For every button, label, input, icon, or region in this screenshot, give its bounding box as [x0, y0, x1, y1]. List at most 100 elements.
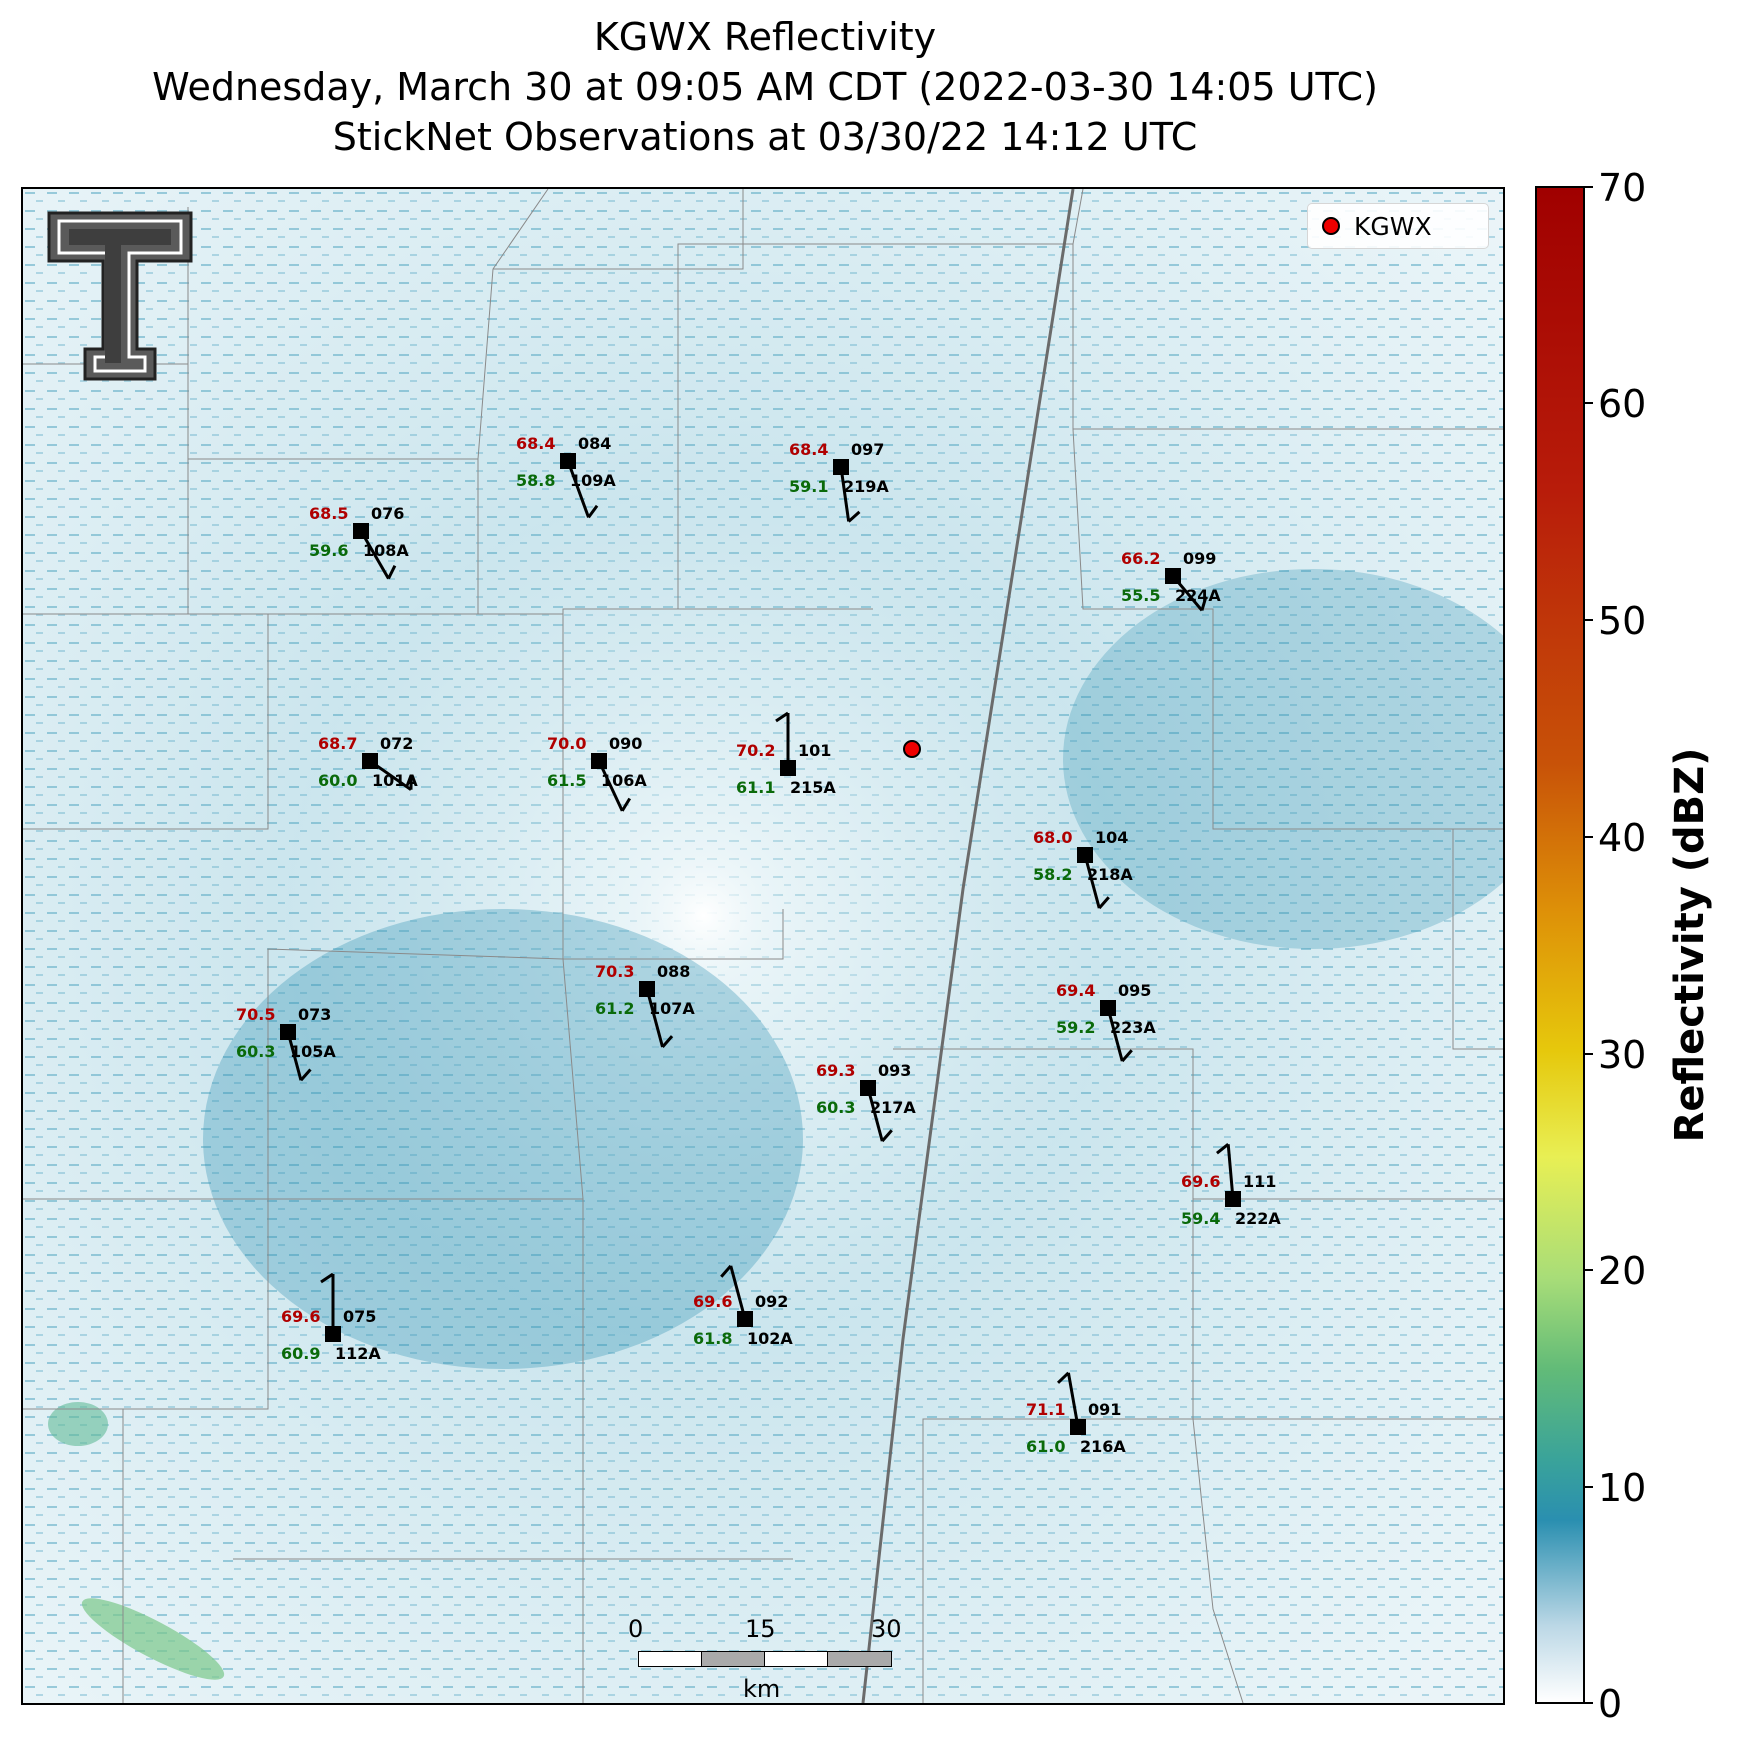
wind-barb-flag	[620, 797, 632, 812]
radar-site-marker	[903, 740, 921, 758]
station-id: 090	[609, 734, 642, 753]
station-plot: 69.6 111 59.4 222A	[1181, 1143, 1281, 1228]
wind-barb-flag	[387, 565, 397, 580]
station-dewpoint: 60.9	[281, 1344, 320, 1363]
station-plot: 68.0 104 58.2 218A	[1033, 828, 1133, 910]
station-id: 099	[1183, 549, 1216, 568]
wind-barb-staff	[839, 466, 851, 522]
map-canvas: 68.4 084 58.8 109A 68.4 097 59.1 219A 68.5 076 59.…	[23, 189, 1503, 1703]
station-marker	[737, 1311, 753, 1327]
station-plot: 69.6 092 61.8 102A	[693, 1264, 793, 1348]
station-probe: 106A	[601, 771, 647, 790]
station-probe: 223A	[1110, 1018, 1156, 1037]
station-temperature: 70.5	[236, 1005, 275, 1024]
station-id: 088	[657, 962, 690, 981]
station-temperature: 68.5	[309, 504, 348, 523]
station-probe: 107A	[649, 999, 695, 1018]
colorbar-label-40: 40	[1598, 816, 1647, 860]
station-id: 104	[1095, 828, 1128, 847]
scale-tick-15: 15	[745, 1615, 776, 1643]
colorbar-tick	[1585, 1702, 1593, 1704]
colorbar-tick	[1585, 1053, 1593, 1055]
station-id: 076	[371, 504, 404, 523]
colorbar-label-60: 60	[1598, 382, 1647, 426]
colorbar-tick	[1585, 186, 1593, 188]
wind-barb-staff	[729, 1265, 747, 1320]
station-temperature: 69.6	[281, 1307, 320, 1326]
station-temperature: 69.6	[1181, 1172, 1220, 1191]
wind-barb-flag	[847, 510, 861, 523]
station-probe: 219A	[843, 477, 889, 496]
stations-layer: 68.4 084 58.8 109A 68.4 097 59.1 219A 68.5 076 59.…	[236, 434, 1281, 1456]
station-plot: 68.5 076 59.6 108A	[309, 504, 409, 580]
interstate-highway	[861, 189, 1075, 1703]
station-id: 091	[1088, 1400, 1121, 1419]
legend-label: KGWX	[1354, 211, 1432, 241]
station-temperature: 68.4	[789, 440, 828, 459]
station-id: 093	[878, 1061, 911, 1080]
map-legend: KGWX	[1307, 203, 1489, 249]
station-plot: 68.4 084 58.8 109A	[516, 434, 616, 519]
station-marker	[1165, 568, 1181, 584]
station-plot: 70.3 088 61.2 107A	[595, 962, 695, 1048]
station-probe: 101A	[372, 771, 418, 790]
station-temperature: 70.2	[736, 741, 775, 760]
reflectivity-echo-sw	[81, 1598, 225, 1680]
wind-barb-flag	[1216, 1143, 1230, 1155]
station-plot: 70.0 090 61.5 106A	[547, 734, 647, 812]
scale-tick-0: 0	[628, 1615, 644, 1643]
station-temperature: 68.0	[1033, 828, 1072, 847]
wind-barb-flag	[299, 1068, 312, 1082]
wind-barb-staff	[597, 760, 624, 812]
station-probe: 105A	[290, 1042, 336, 1061]
station-plot: 66.2 099 55.5 224A	[1121, 549, 1221, 612]
station-plot: 68.4 097 59.1 219A	[789, 440, 889, 523]
wind-barb-flag	[661, 1035, 674, 1048]
wind-barb-flag	[1098, 896, 1110, 910]
station-plot: 69.4 095 59.2 223A	[1056, 981, 1156, 1063]
wind-barb-flag	[320, 1272, 334, 1284]
title-line-1: KGWX Reflectivity	[593, 15, 937, 59]
station-temperature: 69.3	[816, 1061, 855, 1080]
station-dewpoint: 59.2	[1056, 1018, 1095, 1037]
station-marker	[362, 753, 378, 769]
station-dewpoint: 61.0	[1026, 1437, 1065, 1456]
legend-marker	[1322, 217, 1340, 235]
wind-barb-flag	[1056, 1371, 1070, 1384]
station-probe: 224A	[1175, 586, 1221, 605]
station-probe: 215A	[790, 778, 836, 797]
station-dewpoint: 61.5	[547, 771, 586, 790]
station-plot: 70.2 101 61.1 215A	[736, 711, 836, 797]
station-dewpoint: 58.8	[516, 471, 555, 490]
station-temperature: 68.4	[516, 434, 555, 453]
station-marker	[560, 453, 576, 469]
title-line-2: Wednesday, March 30 at 09:05 AM CDT (202…	[152, 65, 1378, 109]
colorbar-title: Reflectivity (dBZ)	[1667, 747, 1713, 1143]
station-marker	[1070, 1419, 1086, 1435]
wind-barb-staff	[1083, 854, 1101, 909]
station-temperature: 69.4	[1056, 981, 1095, 1000]
scale-tick-30: 30	[871, 1615, 902, 1643]
station-marker	[1077, 847, 1093, 863]
colorbar-label-70: 70	[1598, 166, 1647, 210]
reflectivity-wash	[23, 189, 1503, 1703]
station-id: 111	[1243, 1172, 1276, 1191]
station-marker	[325, 1326, 341, 1342]
station-dewpoint: 61.8	[693, 1329, 732, 1348]
station-probe: 102A	[747, 1329, 793, 1348]
wind-barb-staff	[645, 988, 664, 1048]
station-plot: 69.3 093 60.3 217A	[816, 1061, 916, 1143]
reflectivity-echo-sw2	[48, 1402, 108, 1446]
wind-barb-flag	[881, 1129, 893, 1143]
station-dewpoint: 61.1	[736, 778, 775, 797]
station-marker	[639, 981, 655, 997]
scale-bar	[638, 1651, 892, 1671]
wind-barb-staff	[1066, 1372, 1080, 1428]
station-temperature: 71.1	[1026, 1400, 1065, 1419]
station-probe: 218A	[1087, 865, 1133, 884]
station-plot: 69.6 075 60.9 112A	[281, 1272, 381, 1363]
station-marker	[280, 1024, 296, 1040]
station-dewpoint: 59.6	[309, 541, 348, 560]
station-probe: 222A	[1235, 1209, 1281, 1228]
station-id: 097	[851, 440, 884, 459]
